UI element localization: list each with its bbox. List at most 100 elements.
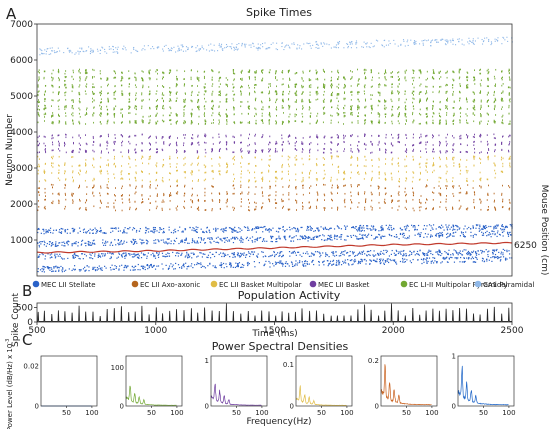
spike-mark <box>248 191 250 194</box>
spike-mark <box>358 106 360 109</box>
spike-mark <box>293 227 295 229</box>
spike-mark <box>93 205 95 208</box>
spike-mark <box>311 228 314 230</box>
spike-mark <box>78 257 80 260</box>
spike-mark <box>226 199 228 202</box>
spike-mark <box>193 230 195 232</box>
spike-mark <box>440 151 442 154</box>
spike-mark <box>350 85 352 87</box>
spike-mark <box>66 232 68 234</box>
spike-mark <box>141 201 143 204</box>
spike-mark <box>271 240 274 243</box>
spike-mark <box>150 263 152 266</box>
spike-mark <box>181 267 183 269</box>
spike-mark <box>252 253 254 255</box>
spike-mark <box>120 241 122 243</box>
spike-mark <box>350 135 352 137</box>
spike-mark <box>377 185 379 188</box>
spike-mark <box>176 75 178 78</box>
spike-mark <box>351 259 353 261</box>
spike-mark <box>470 258 472 260</box>
spike-mark <box>51 99 53 101</box>
spike-mark <box>240 147 242 150</box>
spike-mark <box>260 91 262 94</box>
spike-mark <box>337 143 339 145</box>
spike-mark <box>493 255 495 258</box>
spike-mark <box>459 187 461 190</box>
spike-mark <box>37 231 39 234</box>
spike-mark <box>133 269 135 271</box>
spike-mark <box>502 228 504 230</box>
spike-mark <box>295 179 297 181</box>
spike-mark <box>309 158 311 160</box>
spike-mark <box>466 159 468 161</box>
spike-mark <box>47 253 49 255</box>
spike-mark <box>218 86 220 88</box>
spike-mark <box>175 207 177 209</box>
spike-mark <box>440 233 442 235</box>
spike-mark <box>225 134 227 137</box>
spike-mark <box>404 165 406 168</box>
spike-mark <box>122 253 124 255</box>
spike-mark <box>163 99 164 102</box>
spike-mark <box>496 235 498 238</box>
spike-mark <box>247 193 249 195</box>
spike-mark <box>192 200 193 202</box>
spike-mark <box>441 231 443 234</box>
spike-mark <box>278 235 280 237</box>
spike-mark <box>343 123 345 125</box>
spike-mark <box>334 235 336 237</box>
spike-mark <box>220 264 222 267</box>
spike-mark <box>86 143 88 146</box>
spike-mark <box>261 251 263 253</box>
spike-mark <box>336 85 338 88</box>
spike-mark <box>234 141 236 143</box>
spike-mark <box>269 115 271 118</box>
spike-mark <box>85 163 87 166</box>
spike-mark <box>445 224 447 226</box>
spike-mark <box>468 253 470 255</box>
spike-mark <box>58 172 60 174</box>
spike-mark <box>261 186 263 189</box>
spike-mark <box>143 241 145 244</box>
spike-mark <box>218 253 220 256</box>
spike-mark <box>501 143 503 145</box>
spike-mark <box>44 172 45 175</box>
spike-mark <box>114 162 115 165</box>
spike-mark <box>358 100 360 103</box>
spike-mark <box>356 238 358 240</box>
spike-mark <box>296 149 298 151</box>
spike-mark <box>155 179 157 182</box>
spike-mark <box>296 227 299 230</box>
spike-mark <box>180 254 182 256</box>
spike-mark <box>494 169 496 172</box>
spike-mark <box>390 172 392 175</box>
spike-mark <box>64 79 66 82</box>
spike-mark <box>261 119 263 121</box>
spike-mark <box>240 186 242 189</box>
spike-mark <box>491 260 493 262</box>
spike-mark <box>496 248 498 251</box>
spike-mark <box>386 250 389 252</box>
spike-mark <box>72 149 74 152</box>
spike-mark <box>170 194 172 197</box>
spike-mark <box>161 263 163 265</box>
spike-mark <box>129 166 131 169</box>
spike-mark <box>93 158 95 161</box>
spike-mark <box>281 155 283 158</box>
spike-mark <box>288 165 290 168</box>
spike-mark <box>175 122 177 125</box>
spike-mark <box>176 114 178 116</box>
spike-mark <box>466 191 468 194</box>
spike-mark <box>364 191 366 193</box>
spike-mark <box>457 252 459 254</box>
spike-mark <box>157 72 159 75</box>
spike-mark <box>135 97 137 100</box>
spike-mark <box>78 91 80 94</box>
spike-mark <box>212 70 214 73</box>
spike-mark <box>155 242 157 244</box>
spike-mark <box>296 158 298 161</box>
spike-mark <box>176 141 178 144</box>
spike-mark <box>399 260 402 263</box>
spike-mark <box>226 116 228 118</box>
